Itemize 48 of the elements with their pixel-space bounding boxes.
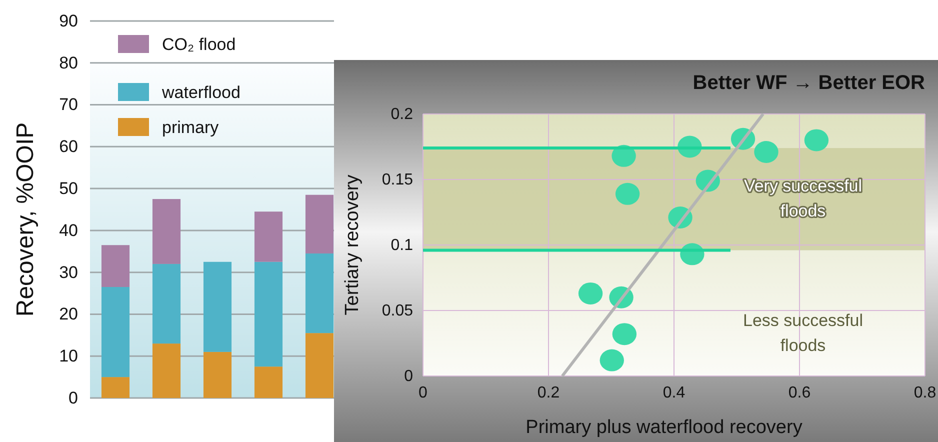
point	[600, 349, 624, 372]
x-tick-label: 0	[418, 384, 428, 402]
y-tick-label: 70	[59, 95, 78, 114]
bar	[101, 377, 130, 398]
bar	[203, 262, 232, 352]
y-tick-label: 0.1	[390, 237, 414, 254]
x-tick-label: 0.6	[788, 384, 811, 402]
y-axis-title: Recovery, %OOIP	[12, 122, 39, 317]
y-tick-label: 80	[59, 53, 78, 72]
y-tick-label: 0.15	[382, 172, 414, 189]
legend-label: CO₂ flood	[162, 35, 236, 54]
bar	[101, 245, 130, 287]
annotation: Less successful floods	[743, 311, 863, 356]
annotation: Very successful floods	[744, 176, 862, 220]
x-tick-label: 0.8	[914, 384, 936, 402]
point	[754, 141, 778, 163]
point	[804, 129, 829, 152]
point	[578, 282, 603, 304]
bar	[152, 344, 181, 398]
y-tick-label: 30	[59, 262, 78, 282]
y-tick-label: 20	[59, 304, 78, 324]
bar	[254, 366, 283, 398]
bar	[305, 253, 334, 334]
legend-label: primary	[162, 118, 220, 137]
y-tick-label: 90	[59, 11, 78, 30]
bar	[305, 333, 334, 398]
bar	[152, 264, 181, 344]
point	[615, 182, 640, 205]
point	[612, 323, 637, 346]
bar	[305, 194, 334, 254]
y-tick-label: 0	[404, 368, 414, 386]
bar	[203, 352, 232, 398]
y-tick-label: 60	[59, 137, 78, 156]
bar	[254, 262, 283, 367]
y-tick-label: 50	[59, 178, 78, 198]
chart-title: Better WF → Better EOR	[692, 72, 926, 94]
x-axis-title: Primary plus waterflood recovery	[526, 417, 803, 438]
y-tick-label: 0.05	[382, 302, 414, 320]
x-tick-label: 0.4	[662, 384, 686, 402]
bar	[254, 212, 283, 262]
y-tick-label: 40	[59, 220, 78, 240]
bar	[101, 286, 130, 378]
y-axis-title: Tertiary recovery	[342, 174, 363, 316]
y-tick-label: 0.2	[390, 106, 414, 124]
y-tick-label: 10	[59, 346, 78, 366]
x-tick-label: 0.2	[537, 384, 560, 402]
legend-label: waterflood	[161, 83, 240, 102]
bar	[152, 199, 181, 264]
